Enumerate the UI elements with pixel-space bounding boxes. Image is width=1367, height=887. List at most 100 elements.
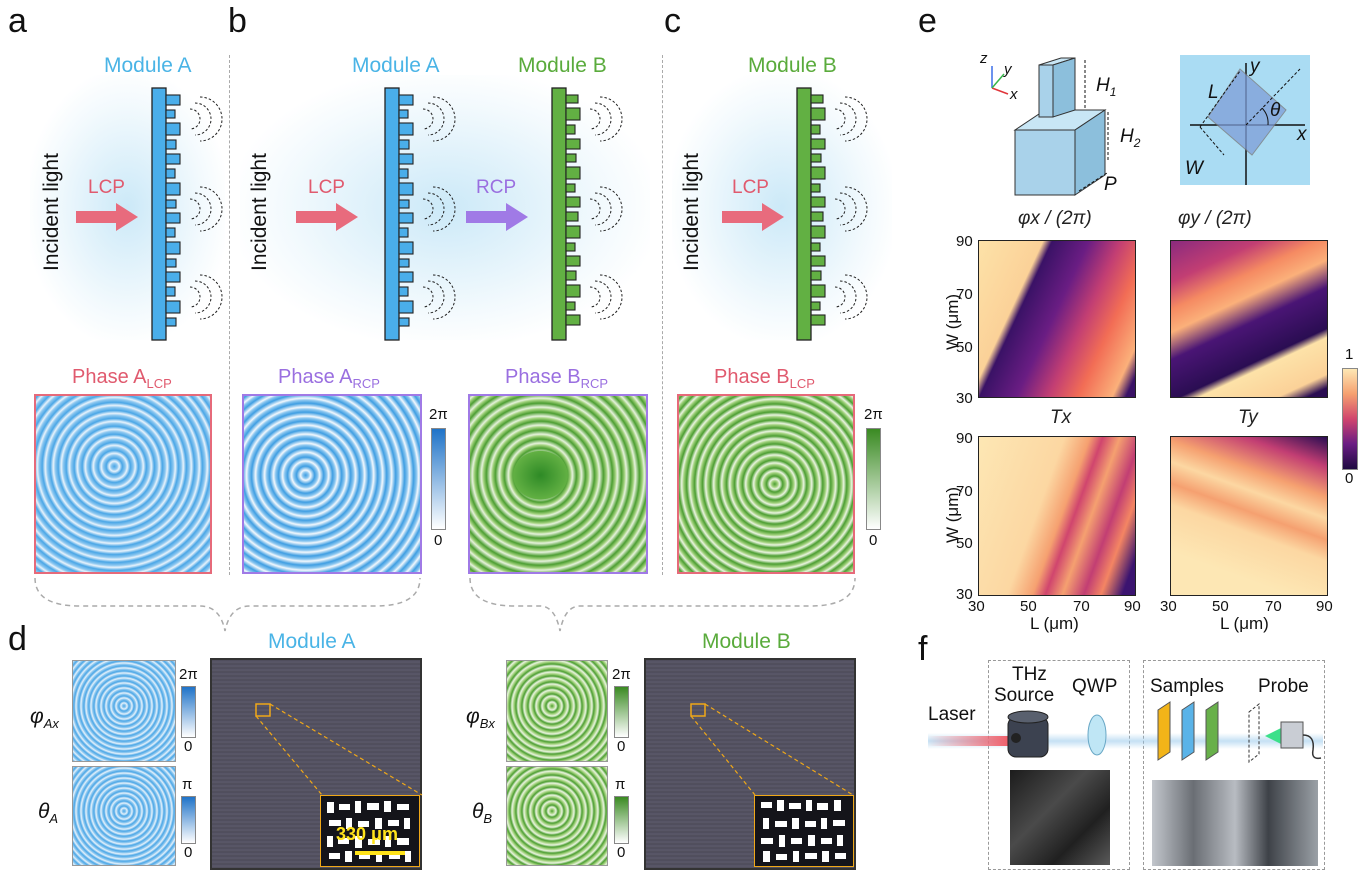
phase-map-a-lcp (34, 394, 212, 574)
top-y-label: y (1250, 56, 1260, 77)
map3-title: Tx (1050, 407, 1072, 428)
unit-cell-diagram (1013, 57, 1109, 196)
ytick: 50 (956, 339, 973, 356)
cb-phi-a-bottom: 0 (184, 738, 193, 755)
photo-samples (1152, 780, 1318, 866)
map4-title: Ty (1238, 407, 1258, 428)
map1-title: φx / (2π) (1018, 208, 1092, 229)
separator-ab (229, 55, 230, 575)
rcp-label: RCP (476, 177, 517, 198)
colorbar-green (866, 428, 881, 530)
cb-theta-a-top: π (182, 776, 193, 793)
arrow-icon (76, 203, 138, 231)
zoom-inset-b (754, 795, 854, 867)
panel-label-e: e (918, 2, 937, 40)
panel-label-a: a (8, 2, 27, 40)
map2-title: φy / (2π) (1178, 208, 1252, 229)
laser-label: Laser (928, 704, 976, 725)
panel-label-c: c (664, 2, 681, 40)
colorbar-top-label: 2π (864, 406, 883, 423)
axis-y-label: y (1004, 61, 1012, 78)
xtick: 90 (1124, 598, 1141, 615)
brace-a (34, 577, 421, 632)
phi-ax-map (72, 660, 176, 762)
source-box (988, 660, 1130, 870)
ytick: 30 (956, 586, 973, 603)
top-w-label: W (1185, 158, 1203, 179)
sem-module-b (644, 658, 856, 870)
pillar-pattern (327, 801, 411, 862)
glow-a (30, 75, 225, 340)
glow-b (240, 75, 650, 340)
arrow-icon (722, 203, 784, 231)
ytick: 50 (956, 535, 973, 552)
thz-source-icon (1007, 710, 1049, 758)
source-label: Source (994, 685, 1055, 706)
xtick: 30 (968, 598, 985, 615)
panel-label-d: d (8, 620, 27, 658)
axis-x-label: x (1010, 86, 1018, 103)
cb-e-bottom: 0 (1345, 470, 1354, 487)
xtick: 30 (1160, 598, 1177, 615)
samples-label: Samples (1150, 676, 1224, 697)
lcp-label: LCP (88, 177, 125, 198)
samples-box (1143, 660, 1325, 870)
incident-light-label-c: Incident light (680, 153, 703, 271)
zoom-lines-a (255, 703, 423, 796)
scale-bar-label: 330 μm (336, 824, 399, 844)
ytick: 90 (956, 233, 973, 250)
separator-bc (662, 55, 663, 575)
qwp-icon (1087, 714, 1107, 756)
cb-phi-b-bottom: 0 (617, 738, 626, 755)
module-b-title-b: Module B (518, 54, 607, 77)
colorbar-blue (431, 428, 446, 530)
arrow-icon (466, 203, 528, 231)
phase-a-lcp-title: Phase ALCP (72, 366, 172, 391)
brace-b (469, 577, 856, 632)
colorbar-magma (1342, 368, 1358, 470)
ytick: 70 (956, 483, 973, 500)
scale-bar (355, 851, 405, 855)
colorbar-top-label: 2π (429, 406, 448, 423)
heatmap-tx (978, 436, 1136, 596)
panel-label-b: b (228, 2, 247, 40)
photo-source (1010, 770, 1110, 865)
module-a-title: Module A (104, 54, 192, 77)
module-a-title-d: Module A (268, 630, 356, 653)
colorbar-phi-a (181, 686, 196, 738)
h1-label: H1 (1096, 75, 1117, 99)
xlabel-left: L (μm) (1030, 614, 1079, 633)
top-view-shapes (1190, 63, 1305, 185)
theta-a-label: θA (38, 800, 59, 827)
colorbar-bottom-label: 0 (434, 532, 443, 549)
axis-z-label: z (980, 50, 988, 67)
h2-label: H2 (1120, 126, 1141, 150)
phase-b-rcp-title: Phase BRCP (505, 366, 609, 391)
theta-b-label: θB (472, 800, 493, 827)
xtick: 50 (1212, 598, 1229, 615)
probe-label: Probe (1258, 676, 1309, 697)
cb-theta-b-top: π (615, 776, 626, 793)
cb-theta-a-bottom: 0 (184, 844, 193, 861)
metasurface-module-b-c (796, 87, 868, 341)
metasurface-module-a (151, 87, 223, 341)
ytick: 70 (956, 286, 973, 303)
colorbar-theta-a (181, 796, 196, 844)
arrow-icon (296, 203, 358, 231)
heatmap-phix (978, 240, 1136, 398)
metasurface-module-a-b (384, 87, 456, 341)
phase-map-a-rcp (242, 394, 422, 574)
phase-a-rcp-title: Phase ARCP (278, 366, 380, 391)
lcp-label-c: LCP (732, 177, 769, 198)
metasurface-module-b-b (551, 87, 623, 341)
thz-label: THz (1012, 664, 1047, 685)
p-label: P (1104, 174, 1117, 195)
colorbar-theta-b (614, 796, 629, 844)
samples-icon (1157, 701, 1219, 761)
ytick: 30 (956, 390, 973, 407)
xtick: 70 (1265, 598, 1282, 615)
cb-e-top: 1 (1345, 346, 1354, 363)
theta-b-map (506, 766, 608, 866)
top-l-label: L (1208, 82, 1219, 103)
phase-map-b-rcp (468, 394, 648, 574)
